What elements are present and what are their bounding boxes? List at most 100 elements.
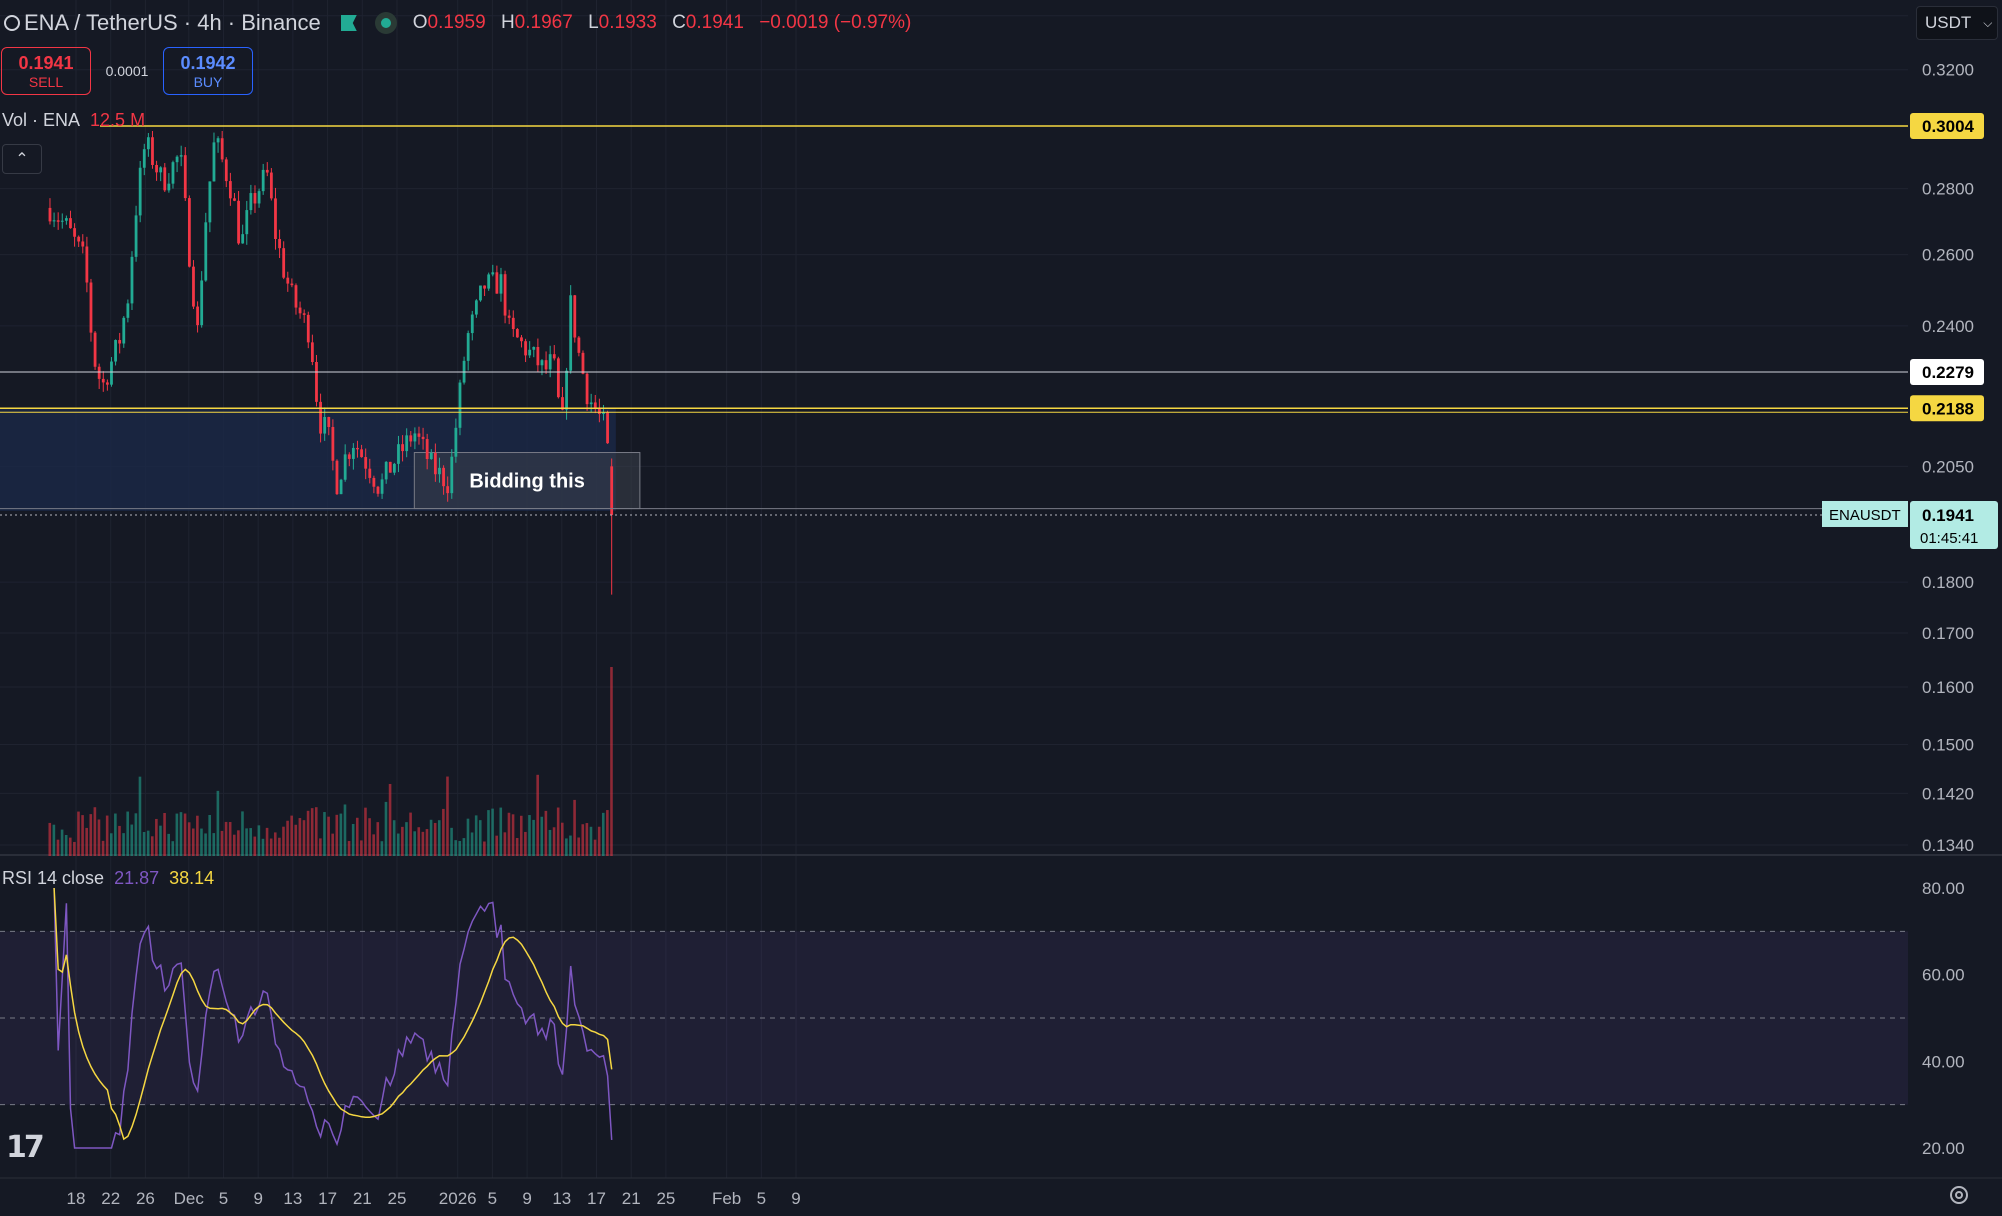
volume-bar (167, 833, 170, 856)
volume-bar (142, 832, 146, 856)
candle-body (610, 466, 614, 515)
volume-bar (85, 827, 88, 856)
rsi-ma-line (53, 887, 613, 1141)
candle-body (64, 218, 68, 221)
candle-body (286, 277, 290, 284)
volume-bar (610, 667, 613, 856)
candle-body (589, 402, 593, 405)
candle-body (351, 447, 355, 459)
candle-body (114, 340, 117, 362)
volume-bar (138, 776, 142, 856)
candle-body (134, 215, 138, 257)
volume-bar (380, 841, 384, 856)
candle-body (532, 346, 536, 350)
symbol-title[interactable]: ENA / TetherUS · 4h · Binance (24, 10, 321, 35)
buy-label: BUY (193, 73, 223, 90)
gear-icon[interactable] (1950, 1186, 1968, 1204)
volume-bar (130, 824, 134, 856)
candle-body (110, 361, 113, 385)
candle-body (499, 274, 503, 294)
volume-bar (114, 813, 117, 856)
volume-bar (253, 836, 257, 856)
ohlc-low-value: 0.1933 (598, 12, 657, 33)
volume-bar (105, 815, 109, 856)
candle-body (220, 138, 224, 160)
candle-body (319, 401, 322, 434)
candle-body (290, 283, 294, 286)
volume-bar (470, 832, 474, 856)
volume-bar (388, 783, 392, 856)
sell-price: 0.1941 (18, 52, 74, 73)
volume-bar (228, 822, 232, 856)
volume-bar (327, 816, 330, 856)
candle-body (520, 337, 523, 342)
status-dot-icon (374, 12, 397, 34)
buy-button[interactable]: 0.1942 BUY (163, 47, 253, 95)
volume-bar (319, 838, 322, 856)
volume-bar (577, 837, 580, 856)
rsi-legend[interactable]: RSI 14 close 21.87 38.14 (2, 868, 214, 889)
candle-body (298, 307, 302, 314)
candle-body (392, 463, 396, 473)
candle-body (577, 337, 581, 353)
time-tick-label: 22 (101, 1189, 120, 1208)
rsi-legend-value: 21.87 (114, 868, 160, 888)
volume-bar (601, 812, 605, 856)
volume-bar (347, 841, 351, 856)
time-tick-label: 9 (253, 1189, 262, 1208)
volume-bar (224, 821, 228, 856)
volume-bar (507, 812, 511, 856)
volume-bar (528, 815, 531, 856)
candle-body (233, 198, 236, 201)
volume-bar (437, 820, 441, 856)
volume-bar (425, 829, 429, 856)
candle-body (101, 378, 105, 383)
candle-body (204, 222, 208, 281)
flag-icon[interactable] (340, 15, 357, 31)
candle-body (597, 408, 601, 414)
volume-legend-value: 12.5 M (90, 110, 146, 130)
candle-body (241, 234, 245, 244)
volume-bar (544, 810, 548, 856)
volume-bar (191, 828, 195, 856)
volume-bar (122, 833, 125, 856)
candle-body (356, 447, 359, 450)
level-price-tag-bg (1910, 359, 1984, 386)
volume-bar (331, 833, 334, 856)
time-tick-label: 9 (522, 1189, 531, 1208)
candle-body (429, 452, 433, 460)
volume-bar (343, 804, 347, 856)
sell-button[interactable]: 0.1941 SELL (1, 47, 91, 95)
time-tick-label: 13 (552, 1189, 571, 1208)
volume-bar (421, 831, 425, 856)
currency-select[interactable]: USDT ⌵ (1916, 6, 1998, 40)
tradingview-watermark-icon[interactable]: 17 (6, 1130, 45, 1165)
candle-body (212, 142, 216, 182)
volume-bar (208, 814, 211, 856)
volume-bar (462, 838, 466, 856)
volume-bar (351, 823, 355, 856)
collapse-legend-button[interactable]: ⌃ (2, 144, 42, 174)
candle-body (438, 467, 441, 475)
volume-bar (314, 807, 318, 856)
time-tick-label: 5 (219, 1189, 228, 1208)
volume-legend[interactable]: Vol · ENA 12.5 M (2, 110, 145, 131)
volume-bar (503, 832, 507, 856)
candle-body (187, 198, 191, 267)
volume-bar (392, 820, 396, 856)
volume-bar (466, 818, 470, 856)
volume-bar (134, 813, 138, 856)
candle-body (581, 352, 585, 374)
ohlc-change: −0.0019 (−0.97%) (759, 12, 912, 33)
candle-body (515, 329, 519, 338)
volume-bar (126, 811, 129, 856)
volume-bar (556, 807, 560, 856)
candle-body (126, 303, 130, 318)
volume-bar (585, 823, 589, 856)
price-tick-label: 0.2400 (1922, 317, 1974, 336)
candle-body (265, 169, 269, 173)
volume-bar (597, 826, 601, 856)
resistance-price-tag-bg (1910, 113, 1984, 139)
time-tick-label: 13 (283, 1189, 302, 1208)
